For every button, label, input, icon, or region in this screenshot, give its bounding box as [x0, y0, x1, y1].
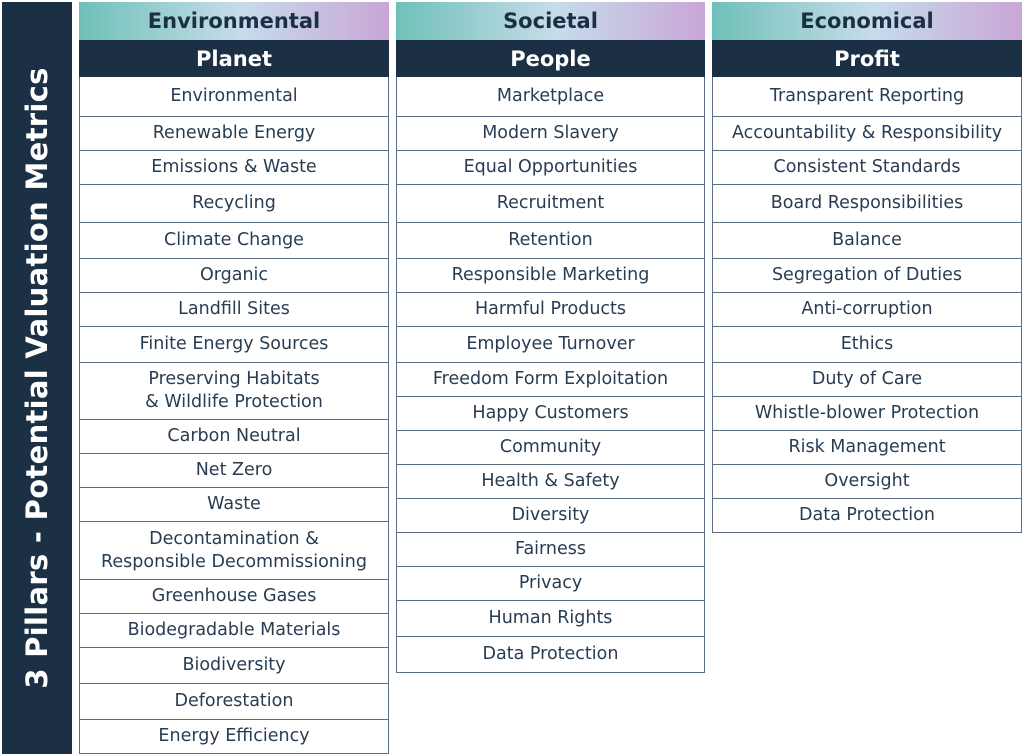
side-banner: 3 Pillars - Potential Valuation Metrics [2, 2, 72, 754]
metric-item: Decontamination & Responsible Decommissi… [80, 522, 388, 580]
metric-item: Net Zero [80, 454, 388, 488]
metric-item: Accountability & Responsibility [713, 117, 1021, 151]
metric-list: Transparent Reporting Accountability & Re… [712, 77, 1022, 533]
pillar-environmental: Environmental Planet Environmental Renewa… [79, 2, 389, 754]
metric-item: Transparent Reporting [713, 77, 1021, 117]
metric-item: Emissions & Waste [80, 151, 388, 185]
metric-item: Risk Management [713, 431, 1021, 465]
metric-item: Consistent Standards [713, 151, 1021, 185]
metric-item: Responsible Marketing [397, 259, 704, 293]
metric-item: Anti-corruption [713, 293, 1021, 327]
metric-item: Energy Efficiency [80, 720, 388, 754]
metric-item: Harmful Products [397, 293, 704, 327]
metric-item: Waste [80, 488, 388, 522]
metric-item: Renewable Energy [80, 117, 388, 151]
metric-item: Board Responsibilities [713, 185, 1021, 223]
metric-item: Retention [397, 223, 704, 259]
pillar-category: Societal [396, 2, 705, 40]
metric-item: Balance [713, 223, 1021, 259]
metric-item: Preserving Habitats & Wildlife Protectio… [80, 363, 388, 420]
pillar-societal: Societal People Marketplace Modern Slaver… [396, 2, 705, 673]
metric-item: Deforestation [80, 684, 388, 720]
metric-item: Greenhouse Gases [80, 580, 388, 614]
metric-item: Marketplace [397, 77, 704, 117]
metric-item: Recycling [80, 185, 388, 223]
metric-item: Health & Safety [397, 465, 704, 499]
metric-item: Oversight [713, 465, 1021, 499]
metric-item: Organic [80, 259, 388, 293]
metric-item: Diversity [397, 499, 704, 533]
metric-item: Freedom Form Exploitation [397, 363, 704, 397]
metric-item: Fairness [397, 533, 704, 567]
metric-item: Data Protection [397, 637, 704, 673]
pillar-category: Environmental [79, 2, 389, 40]
metric-item: Carbon Neutral [80, 420, 388, 454]
metric-item: Duty of Care [713, 363, 1021, 397]
metric-item: Data Protection [713, 499, 1021, 533]
metric-item: Whistle-blower Protection [713, 397, 1021, 431]
pillar-focus: Planet [79, 40, 389, 77]
metric-item: Biodiversity [80, 648, 388, 684]
metric-list: Environmental Renewable Energy Emissions &… [79, 77, 389, 754]
metric-list: Marketplace Modern Slavery Equal Opportuni… [396, 77, 705, 673]
metric-item: Happy Customers [397, 397, 704, 431]
metric-item: Finite Energy Sources [80, 327, 388, 363]
metric-item: Ethics [713, 327, 1021, 363]
pillar-category: Economical [712, 2, 1022, 40]
metric-item: Landfill Sites [80, 293, 388, 327]
metric-item: Modern Slavery [397, 117, 704, 151]
metric-item: Human Rights [397, 601, 704, 637]
metric-item: Employee Turnover [397, 327, 704, 363]
metric-item: Recruitment [397, 185, 704, 223]
metric-item: Biodegradable Materials [80, 614, 388, 648]
metric-item: Privacy [397, 567, 704, 601]
pillar-focus: Profit [712, 40, 1022, 77]
metric-item: Climate Change [80, 223, 388, 259]
banner-title: 3 Pillars - Potential Valuation Metrics [20, 67, 54, 689]
metric-item: Community [397, 431, 704, 465]
pillar-focus: People [396, 40, 705, 77]
metric-item: Equal Opportunities [397, 151, 704, 185]
metric-item: Environmental [80, 77, 388, 117]
metric-item: Segregation of Duties [713, 259, 1021, 293]
pillar-economical: Economical Profit Transparent Reporting A… [712, 2, 1022, 533]
